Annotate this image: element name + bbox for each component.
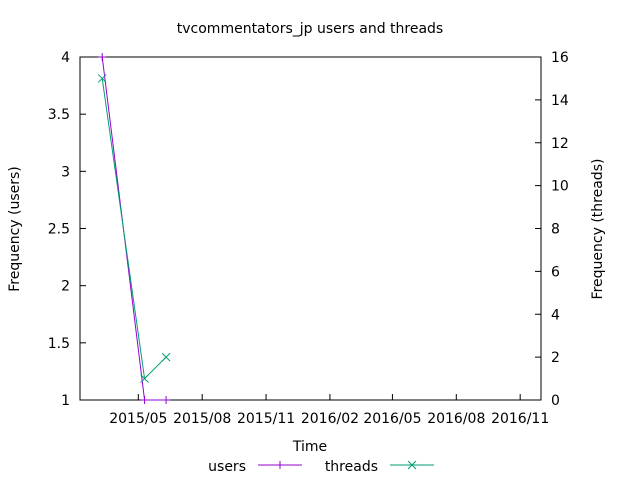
y-tick-label: 1.5 <box>48 336 70 352</box>
legend-label-users: users <box>208 459 246 475</box>
y2-tick-label: 10 <box>551 179 569 195</box>
x-tick-label: 2015/11 <box>237 411 295 427</box>
plot-frame <box>79 56 542 401</box>
x-tick-label: 2016/08 <box>427 411 485 427</box>
series-users <box>98 53 171 404</box>
series-line-users <box>101 56 167 401</box>
data-point-users <box>162 396 171 404</box>
x-tick-label: 2016/02 <box>301 411 359 427</box>
legend-marker-users <box>276 461 284 469</box>
chart-title: tvcommentators_jp users and threads <box>177 21 443 37</box>
y2-tick-label: 6 <box>551 264 560 280</box>
marker-stroke <box>161 352 171 362</box>
y-tick-label: 1 <box>61 393 70 409</box>
marker-stroke <box>407 460 417 470</box>
y-tick-label: 2.5 <box>48 222 70 238</box>
x-axis-ticks: 2015/05 2015/08 2015/11 2016/02 2016/05 2016/… <box>109 394 549 427</box>
series-line-threads <box>101 78 167 380</box>
y2-tick-label: 16 <box>551 50 569 66</box>
x-tick-label: 2015/05 <box>109 411 167 427</box>
marker-stroke <box>140 374 149 383</box>
x-axis-label: Time <box>292 439 327 455</box>
marker-stroke <box>97 74 107 83</box>
data-point-threads <box>140 374 149 383</box>
y2-axis-ticks: 0 2 4 6 8 10 12 14 16 <box>535 50 569 409</box>
x-tick-label: 2015/08 <box>173 411 231 427</box>
data-point-users <box>140 396 149 404</box>
data-point-users <box>98 53 107 61</box>
y2-tick-label: 14 <box>551 93 569 109</box>
y2-tick-label: 12 <box>551 136 569 152</box>
legend-marker-threads <box>407 460 417 470</box>
y-axis-ticks: 1 1.5 2 2.5 3 3.5 4 <box>48 50 86 409</box>
x-tick-label: 2016/05 <box>363 411 421 427</box>
y-tick-label: 3.5 <box>48 107 70 123</box>
y-tick-label: 4 <box>61 50 70 66</box>
y2-tick-label: 2 <box>551 350 560 366</box>
series-layer <box>97 53 171 404</box>
y2-tick-label: 8 <box>551 222 560 238</box>
x-tick-label: 2016/11 <box>491 411 549 427</box>
series-threads <box>97 74 171 383</box>
data-point-threads <box>97 74 107 83</box>
y-axis-label: Frequency (users) <box>7 166 23 292</box>
y-tick-label: 3 <box>61 164 70 180</box>
y2-axis-label: Frequency (threads) <box>590 159 606 300</box>
data-point-threads <box>161 352 171 362</box>
legend: users threads <box>208 459 434 475</box>
legend-label-threads: threads <box>325 459 378 475</box>
y-tick-label: 2 <box>61 279 70 295</box>
y2-tick-label: 4 <box>551 307 560 323</box>
y2-tick-label: 0 <box>551 393 560 409</box>
